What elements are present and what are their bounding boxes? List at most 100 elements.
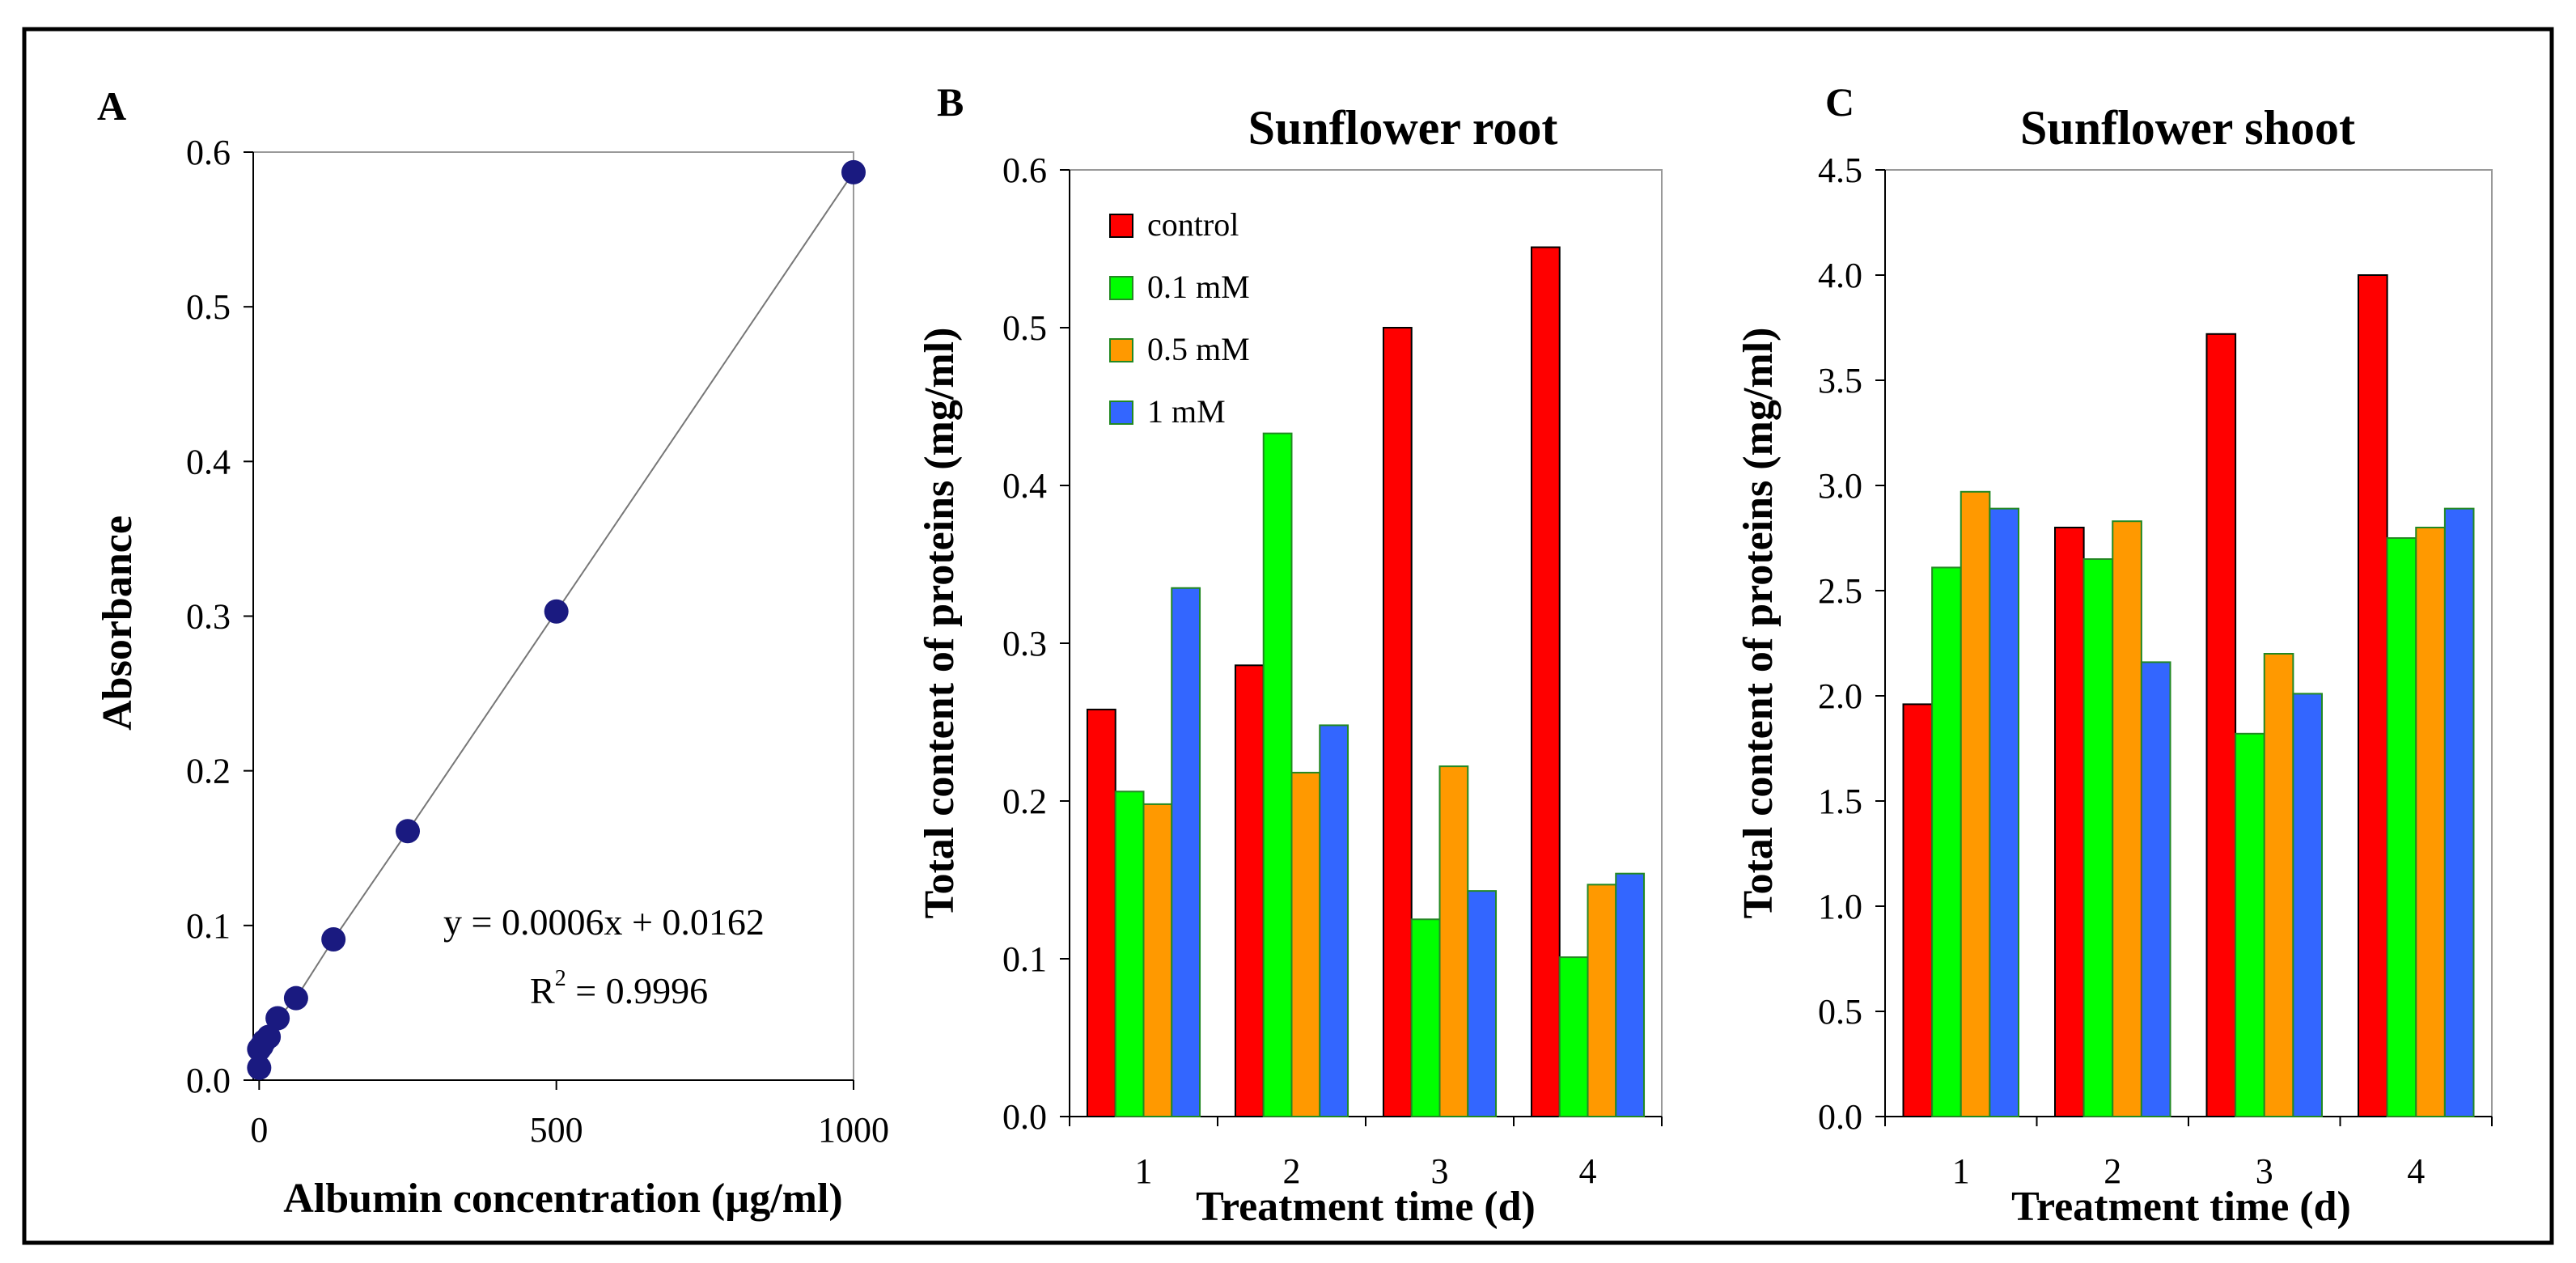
legend-label: 0.5 mM [1147,331,1250,367]
panel-b-bar-control [1086,708,1116,1118]
r-squared-value: = 0.9996 [566,970,708,1011]
panel-c-ytick-label: 3.5 [1818,361,1862,401]
panel-a-ytick-label: 0.5 [186,287,231,327]
legend-swatch-0-5-mm [1109,338,1133,362]
panel-c-ytick-label: 2.0 [1818,676,1862,716]
panel-b-bar-0-1-mm [1262,432,1293,1117]
panel-a-data-point [841,159,866,184]
panel-c-ytick-label: 1.5 [1818,782,1862,821]
panel-c-xtick-label: 2 [2104,1151,2121,1191]
panel-c-ytick-label: 2.5 [1818,571,1862,611]
panel-b-ytick-label: 0.0 [1002,1097,1047,1137]
panel-c-bar-0-1-mm [1931,566,1962,1117]
panel-c-bar-control [2054,527,2085,1117]
panel-c-ytick-label: 0.0 [1818,1097,1862,1137]
legend-label: control [1147,206,1239,243]
panel-a-label: A [97,83,126,129]
panel-a-data-point [396,819,421,844]
panel-b-ytick-label: 0.6 [1002,150,1047,190]
legend-swatch-1-mm [1109,401,1133,425]
panel-c-bar-0-5-mm [1960,490,1991,1117]
panel-b-xtick-label: 3 [1431,1151,1449,1191]
panel-b-bar-1-mm [1319,724,1349,1118]
panel-b-bar-control [1530,246,1561,1117]
panel-a-data-point [283,985,308,1011]
panel-a-data-point [265,1006,290,1031]
panel-b-xtick-label: 1 [1135,1151,1153,1191]
panel-b-bar-0-5-mm [1438,765,1469,1117]
panel-a-ytick-label: 0.1 [186,906,231,946]
panel-b-title: Sunflower root [1248,101,1558,155]
panel-b-xtick-label: 2 [1283,1151,1301,1191]
legend-swatch-0-1-mm [1109,276,1133,300]
panel-c-xtick-label: 1 [1952,1151,1970,1191]
r-squared: R2 = 0.9996 [530,966,708,1011]
panel-c-bar-0-1-mm [2235,732,2265,1117]
panel-c-bar-1-mm [1989,507,2019,1117]
figure-border [22,27,2554,1245]
panel-a-ytick-label: 0.0 [186,1061,231,1100]
panel-b-bar-0-5-mm [1587,884,1617,1117]
panel-b-xlabel: Treatment time (d) [1196,1184,1536,1230]
panel-c-bar-0-5-mm [2263,653,2294,1117]
panel-c-bar-0-5-mm [2415,527,2446,1117]
panel-a-ytick-label: 0.3 [186,597,231,637]
panel-c-bar-1-mm [2443,507,2475,1117]
panel-c-ytick-label: 4.5 [1818,150,1862,190]
panel-c: C Sunflower shoot 0.0 0.5 1.0 1.5 2.0 2.5 3.0 3… [1735,79,2493,1230]
panel-b-ytick-label: 0.4 [1002,466,1047,506]
panel-c-bar-control [2205,333,2237,1117]
panel-a-xtick-label: 500 [530,1110,583,1150]
panel-c-bar-0-1-mm [2082,558,2114,1117]
panel-b-ytick-label: 0.3 [1002,624,1047,663]
panel-c-bar-1-mm [2292,693,2323,1117]
panel-b-bar-1-mm [1171,587,1201,1117]
panel-b-label: B [937,79,964,125]
panel-b-xtick-label: 4 [1579,1151,1597,1191]
panel-b: B Sunflower root 0.0 0.1 0.2 0.3 0.4 0.5 0.6 1 2… [917,79,1663,1230]
panel-b-bar-1-mm [1467,890,1498,1118]
panel-a-data-point [247,1055,272,1080]
panel-b-bar-0-1-mm [1558,956,1589,1118]
panel-c-bar-1-mm [2140,661,2171,1117]
panel-b-bar-1-mm [1615,872,1646,1117]
panel-b-bar-0-1-mm [1410,918,1441,1117]
panel-c-ytick-label: 0.5 [1818,992,1862,1032]
panel-c-label: C [1825,79,1854,125]
r-squared-sup: 2 [555,966,566,991]
panel-b-bar-0-1-mm [1114,790,1145,1117]
panel-a-ylabel: Absorbance [95,515,141,731]
panel-a-data-point [256,1024,282,1049]
legend-label: 0.1 mM [1147,269,1250,305]
panel-a-data-point [321,927,346,952]
panel-c-ytick-label: 4.0 [1818,256,1862,295]
panel-a-data-point [544,599,569,624]
panel-a-ytick-label: 0.2 [186,752,231,791]
panel-b-bar-0-5-mm [1142,803,1173,1118]
legend-label: 1 mM [1147,393,1226,430]
panel-a-xtick-label: 0 [250,1110,268,1150]
panel-c-title: Sunflower shoot [2020,101,2355,155]
panel-a-xlabel: Albumin concentration (µg/ml) [283,1176,843,1222]
panel-b-bar-control [1382,327,1413,1117]
panel-b-ytick-label: 0.2 [1002,782,1047,821]
panel-c-xtick-label: 4 [2407,1151,2425,1191]
legend-swatch-control [1109,214,1133,238]
panel-a-xtick-label: 1000 [818,1110,889,1150]
r-squared-label: R [530,970,555,1011]
panel-c-xlabel: Treatment time (d) [2011,1184,2351,1230]
panel-a-ytick-label: 0.6 [186,133,231,172]
panel-c-xtick-label: 3 [2256,1151,2273,1191]
panel-c-ytick-label: 3.0 [1818,466,1862,506]
panel-a: A 0.0 0.1 0.2 0.3 0.4 0.5 0.6 0 500 1000 y = 0.00… [95,83,889,1222]
panel-c-ylabel: Total content of proteins (mg/ml) [1735,328,1782,919]
regression-equation: y = 0.0006x + 0.0162 [443,901,765,943]
panel-c-ytick-label: 1.0 [1818,887,1862,926]
panel-c-bar-control [2358,274,2388,1117]
panel-c-bar-control [1902,703,1934,1118]
panel-b-bar-0-5-mm [1290,771,1321,1118]
panel-b-ytick-label: 0.1 [1002,939,1047,979]
panel-c-bar-0-1-mm [2386,537,2417,1117]
panel-c-bar-0-5-mm [2112,520,2142,1117]
